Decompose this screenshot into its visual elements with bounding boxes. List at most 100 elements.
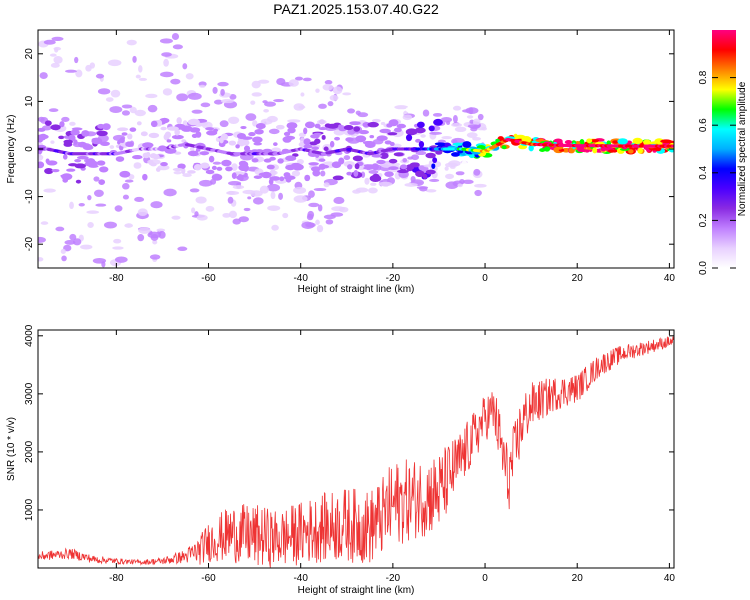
- heatmap-cell: [632, 137, 643, 145]
- heatmap-cell: [119, 137, 125, 144]
- heatmap-cell: [586, 138, 593, 144]
- heatmap-cell: [357, 112, 369, 118]
- heatmap-ridge-cell: [671, 144, 674, 148]
- heatmap-cell: [150, 201, 163, 209]
- heatmap-cell: [129, 127, 137, 132]
- heatmap-cell: [109, 145, 115, 149]
- heatmap-cell: [423, 164, 434, 168]
- heatmap-cell: [376, 159, 386, 165]
- heatmap-cell: [315, 219, 320, 225]
- heatmap-cell: [162, 88, 173, 96]
- heatmap-cell: [240, 125, 247, 130]
- heatmap-cell: [38, 134, 49, 140]
- heatmap-cell: [462, 109, 472, 113]
- heatmap-cell: [121, 132, 128, 136]
- heatmap-cell: [457, 149, 464, 154]
- heatmap-cell: [422, 109, 430, 117]
- heatmap-cell: [363, 164, 376, 168]
- heatmap-cell: [99, 166, 109, 173]
- heatmap-cell: [74, 163, 86, 169]
- heatmap-cell: [61, 255, 67, 262]
- heatmap-cell: [308, 162, 319, 166]
- heatmap-cell: [119, 170, 131, 178]
- heatmap-cell: [592, 147, 598, 154]
- heatmap-cell: [415, 150, 427, 156]
- spectrogram-ytick-label: 0: [24, 146, 35, 152]
- heatmap-cell: [291, 170, 301, 177]
- heatmap-cell: [298, 132, 306, 138]
- heatmap-cell: [49, 53, 57, 57]
- heatmap-cell: [74, 56, 79, 64]
- snr-frame: [37, 329, 675, 569]
- heatmap-cell: [387, 132, 398, 136]
- spectrogram-ylabel: Frequency (Hz): [6, 115, 17, 184]
- heatmap-cell: [172, 44, 183, 50]
- heatmap-cell: [91, 137, 102, 142]
- figure-title: PAZ1.2025.153.07.40.G22: [273, 1, 439, 17]
- heatmap-cell: [411, 154, 420, 161]
- heatmap-cell: [405, 134, 413, 142]
- heatmap-cell: [452, 105, 462, 111]
- heatmap-cell: [268, 128, 280, 135]
- heatmap-cell: [318, 103, 327, 109]
- heatmap-cell: [228, 210, 237, 219]
- heatmap-cell: [414, 127, 426, 134]
- heatmap-cell: [315, 88, 320, 93]
- spectrogram-xtick-label: -20: [386, 273, 401, 284]
- colorbar-gradient: [712, 30, 736, 268]
- heatmap-cell: [71, 127, 83, 131]
- heatmap-cell: [325, 219, 334, 225]
- heatmap-cell: [53, 56, 63, 64]
- heatmap-cell: [454, 126, 467, 133]
- heatmap-cell: [122, 194, 129, 200]
- heatmap-cell: [402, 114, 413, 121]
- heatmap-cell: [187, 150, 200, 157]
- heatmap-cell: [402, 157, 408, 163]
- heatmap-cell: [174, 151, 182, 155]
- spectrogram-ytick-label: -20: [24, 237, 35, 252]
- heatmap-cell: [149, 254, 161, 260]
- heatmap-cell: [323, 182, 330, 188]
- heatmap-cell: [129, 106, 137, 114]
- spectrogram-axes: -80 -60 -40 -20 0 20 40 -20 -10 0 10 20: [24, 30, 675, 284]
- heatmap-cell: [481, 126, 487, 131]
- heatmap-cell: [213, 128, 219, 133]
- heatmap-cell: [364, 177, 370, 185]
- heatmap-cell: [452, 115, 458, 123]
- heatmap-cell: [251, 92, 262, 97]
- spectrogram-ytick-label: 20: [24, 48, 35, 60]
- heatmap-cell: [127, 133, 133, 140]
- heatmap-cell: [55, 226, 65, 232]
- heatmap-cell: [191, 133, 198, 138]
- heatmap-cell: [198, 179, 213, 187]
- heatmap-cell: [227, 196, 234, 204]
- heatmap-cell: [302, 77, 312, 82]
- heatmap-cell: [637, 147, 643, 154]
- heatmap-cell: [95, 203, 107, 207]
- spectrogram-heatmap: [38, 33, 674, 268]
- heatmap-cell: [38, 154, 44, 162]
- heatmap-cell: [50, 62, 60, 68]
- heatmap-cell: [189, 146, 195, 152]
- heatmap-cell: [187, 170, 196, 174]
- heatmap-cell: [122, 182, 130, 190]
- heatmap-cell: [292, 163, 304, 171]
- heatmap-cell: [82, 145, 94, 151]
- heatmap-cell: [279, 176, 285, 182]
- heatmap-cell: [136, 121, 142, 126]
- heatmap-cell: [235, 144, 240, 149]
- colorbar: 0.0 0.2 0.4 0.6 0.8 Normalized spectral ampl…: [698, 30, 748, 275]
- heatmap-cell: [287, 119, 301, 123]
- heatmap-cell: [73, 139, 78, 145]
- spectrogram-xtick-label: -60: [201, 273, 216, 284]
- heatmap-cell: [156, 119, 163, 127]
- heatmap-cell: [115, 156, 125, 162]
- heatmap-cell: [338, 124, 343, 129]
- heatmap-cell: [273, 98, 285, 103]
- heatmap-cell: [352, 155, 363, 162]
- heatmap-cell: [121, 110, 131, 116]
- heatmap-cell: [347, 164, 353, 170]
- heatmap-cell: [150, 120, 158, 128]
- heatmap-cell: [155, 167, 161, 172]
- snr-xtick-label: 40: [664, 573, 676, 584]
